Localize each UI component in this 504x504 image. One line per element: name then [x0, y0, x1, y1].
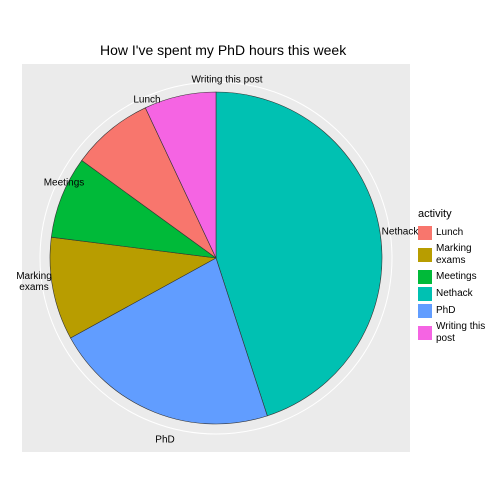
plot-background — [22, 64, 410, 452]
legend-swatch — [418, 287, 432, 301]
legend-swatch — [418, 226, 432, 240]
legend-item: Lunch — [418, 226, 494, 240]
legend-label: PhD — [436, 305, 455, 317]
slice-label: Marking exams — [16, 271, 52, 293]
slice-label: Writing this post — [192, 75, 263, 86]
legend-swatch — [418, 270, 432, 284]
legend-label: Nethack — [436, 288, 473, 300]
legend-item: Marking exams — [418, 243, 494, 267]
slice-label: PhD — [155, 435, 174, 446]
legend-items: Lunch Marking exams Meetings Nethack PhD Writ… — [418, 226, 494, 345]
legend-swatch — [418, 304, 432, 318]
legend-item: Nethack — [418, 287, 494, 301]
legend-item: PhD — [418, 304, 494, 318]
legend-item: Writing this post — [418, 321, 494, 345]
legend-swatch — [418, 248, 432, 262]
chart-title: How I've spent my PhD hours this week — [100, 42, 346, 58]
slice-label: Nethack — [382, 227, 419, 238]
legend-swatch — [418, 326, 432, 340]
slice-label: Lunch — [133, 95, 160, 106]
legend-title: activity — [418, 208, 494, 220]
slice-label: Meetings — [44, 178, 85, 189]
legend-label: Meetings — [436, 271, 477, 283]
legend-label: Marking exams — [436, 243, 494, 267]
pie-chart — [22, 64, 410, 452]
legend-label: Lunch — [436, 227, 463, 239]
legend-item: Meetings — [418, 270, 494, 284]
legend: activity Lunch Marking exams Meetings Netha… — [418, 208, 494, 348]
legend-label: Writing this post — [436, 321, 494, 345]
